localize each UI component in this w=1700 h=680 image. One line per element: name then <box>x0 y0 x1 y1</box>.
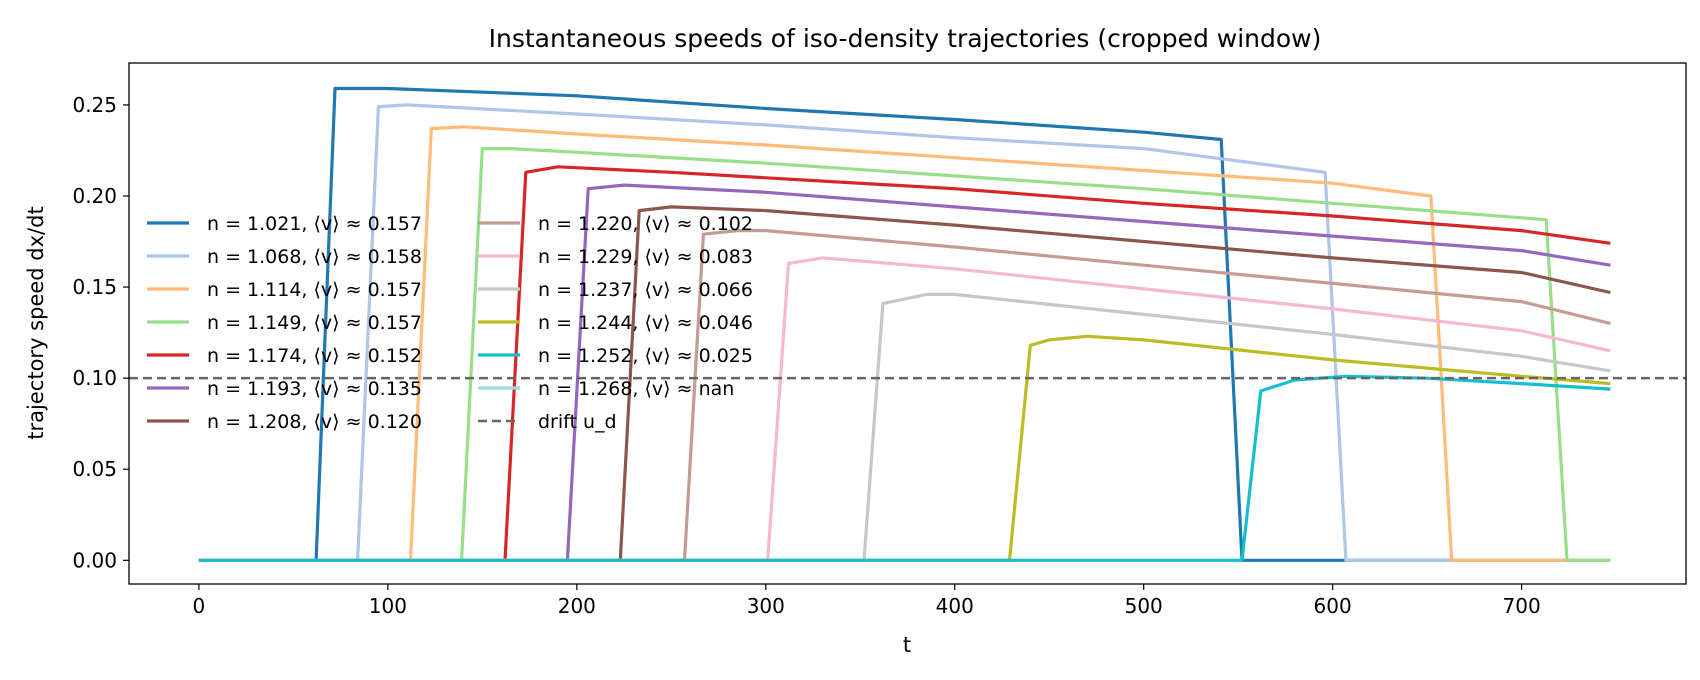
legend-label: drift u_d <box>538 411 617 433</box>
x-tick-label: 0 <box>193 594 206 618</box>
legend-label: n = 1.114, ⟨v⟩ ≈ 0.157 <box>207 279 422 301</box>
chart-title: Instantaneous speeds of iso-density traj… <box>489 24 1322 53</box>
y-tick-label: 0.05 <box>72 457 117 481</box>
x-tick-label: 700 <box>1503 594 1541 618</box>
series-line <box>198 229 1611 562</box>
y-tick-label: 0.00 <box>72 548 117 572</box>
series-line <box>198 165 1611 562</box>
series-line <box>198 147 1611 562</box>
legend-label: n = 1.193, ⟨v⟩ ≈ 0.135 <box>207 378 422 400</box>
legend-label: n = 1.068, ⟨v⟩ ≈ 0.158 <box>207 246 422 268</box>
legend-label: n = 1.229, ⟨v⟩ ≈ 0.083 <box>538 246 753 268</box>
legend: n = 1.021, ⟨v⟩ ≈ 0.157 n = 1.068, ⟨v⟩ ≈ 0… <box>147 213 753 433</box>
x-tick-label: 400 <box>936 594 974 618</box>
legend-label: n = 1.208, ⟨v⟩ ≈ 0.120 <box>207 411 422 433</box>
y-tick-label: 0.10 <box>72 366 117 390</box>
series-line <box>198 334 1611 562</box>
legend-label: n = 1.021, ⟨v⟩ ≈ 0.157 <box>207 213 422 235</box>
series-line <box>198 125 1611 562</box>
y-axis-label: trajectory speed dx/dt <box>24 206 48 439</box>
y-tick-label: 0.15 <box>72 275 117 299</box>
series-line <box>198 205 1611 562</box>
y-tick-label: 0.20 <box>72 184 117 208</box>
x-tick-label: 500 <box>1125 594 1163 618</box>
series-line <box>198 86 1611 562</box>
x-tick-label: 100 <box>369 594 407 618</box>
legend-label: n = 1.149, ⟨v⟩ ≈ 0.157 <box>207 312 422 334</box>
x-tick-label: 600 <box>1314 594 1352 618</box>
legend-label: n = 1.252, ⟨v⟩ ≈ 0.025 <box>538 345 753 367</box>
legend-label: n = 1.244, ⟨v⟩ ≈ 0.046 <box>538 312 753 334</box>
legend-label: n = 1.220, ⟨v⟩ ≈ 0.102 <box>538 213 753 235</box>
series-line <box>198 103 1611 562</box>
x-axis-label: t <box>903 633 911 657</box>
series-line <box>198 183 1611 562</box>
legend-label: n = 1.174, ⟨v⟩ ≈ 0.152 <box>207 345 422 367</box>
legend-label: n = 1.268, ⟨v⟩ ≈ nan <box>538 378 734 400</box>
plot-area <box>129 86 1686 562</box>
x-tick-label: 300 <box>747 594 785 618</box>
y-axis: 0.00 0.05 0.10 0.15 0.20 0.25 <box>72 93 129 572</box>
y-tick-label: 0.25 <box>72 93 117 117</box>
plot-frame <box>128 62 1687 585</box>
series-line <box>198 256 1611 562</box>
x-tick-label: 200 <box>558 594 596 618</box>
x-axis: 0 100 200 300 400 500 600 700 <box>193 584 1541 618</box>
series-line <box>198 292 1611 562</box>
legend-label: n = 1.237, ⟨v⟩ ≈ 0.066 <box>538 279 753 301</box>
